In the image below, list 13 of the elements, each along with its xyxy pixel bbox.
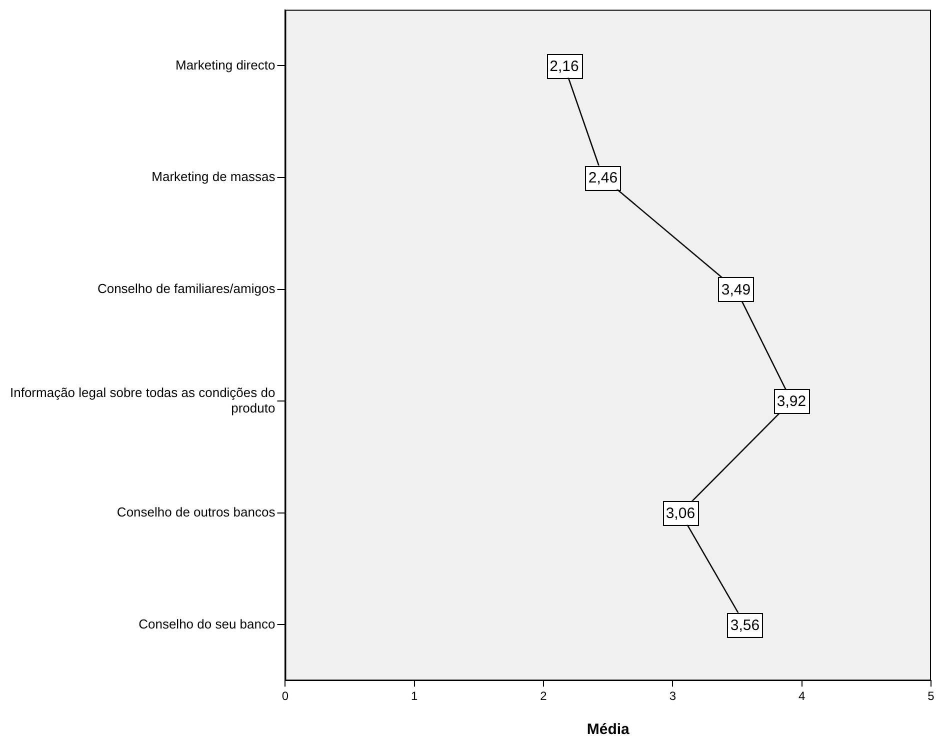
x-tick-label: 5 [928,689,935,704]
x-tick-label: 0 [282,689,289,704]
y-tick-label: Conselho de outros bancos [116,504,276,520]
x-tick-label: 2 [540,689,548,704]
y-tick-label: Marketing directo [176,57,276,72]
x-tick-label: 1 [411,689,418,704]
x-axis-title: Média [586,721,630,738]
x-tick-label: 4 [798,689,806,704]
y-tick-label: Conselho do seu banco [138,616,276,632]
x-tick-label: 3 [669,689,676,704]
y-tick-label: Informação legal sobre todas as condições do produto [10,384,276,416]
y-tick-label: Conselho de familiares/amigos [97,280,276,296]
y-tick-label: Marketing de massas [152,169,276,184]
